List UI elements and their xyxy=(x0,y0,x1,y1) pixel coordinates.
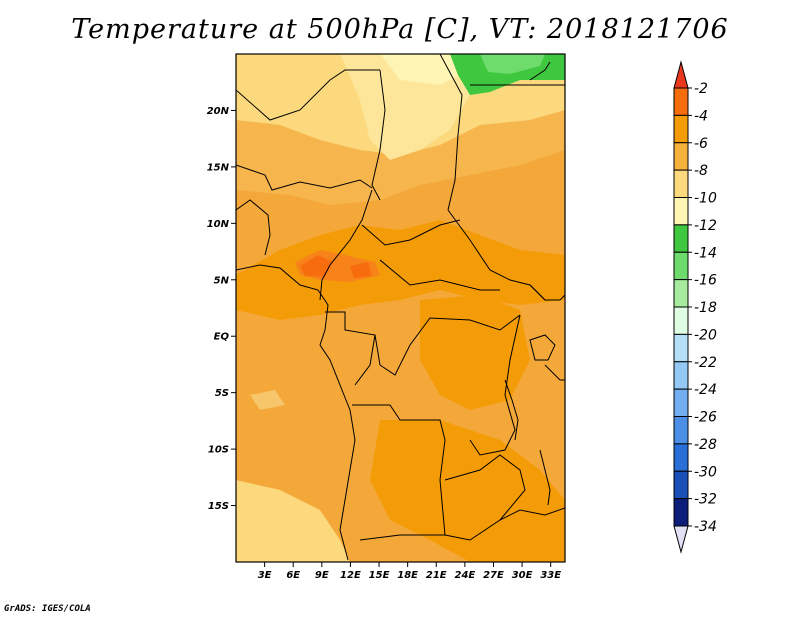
hot-spot-nigeria xyxy=(300,255,333,277)
orange-band-center xyxy=(236,220,565,320)
lat-tick-label: 15S xyxy=(208,501,229,512)
colorbar-legend: -2 -4 -6 -8 -10 -12 -14 -16 -18 -20 -22 -24 -26 -28 -3… xyxy=(673,60,717,554)
latitude-axis: 20N 15N 10N 5N EQ 5S 10S 15S xyxy=(207,106,236,512)
colorbar-label: -28 xyxy=(694,437,717,453)
colorbar-segment xyxy=(673,114,689,144)
border-car-drc xyxy=(379,259,500,291)
colorbar-segment xyxy=(673,416,689,445)
colorbar-segment xyxy=(673,279,689,308)
longitude-axis: 3E 6E 9E 12E 15E 18E 21E 24E 27E 30E 33E xyxy=(258,562,561,581)
lon-tick-label: 15E xyxy=(369,570,390,581)
lake-victoria xyxy=(529,334,556,361)
lon-tick-label: 6E xyxy=(286,570,300,581)
colorbar-segment xyxy=(673,470,689,500)
border-mali-niger xyxy=(236,69,380,121)
colorbar-segment xyxy=(673,169,689,198)
colorbar-label: -26 xyxy=(694,410,717,426)
colorbar-top-triangle xyxy=(673,60,689,89)
lake-malawi xyxy=(539,449,551,506)
colorbar-label: -2 xyxy=(694,81,708,97)
coastline-west xyxy=(236,264,356,561)
border-zambia xyxy=(444,454,526,541)
border-north-nigeria xyxy=(236,164,373,191)
orange-zone-south xyxy=(370,420,565,562)
lon-tick-label: 3E xyxy=(258,570,272,581)
colorbar-segment xyxy=(673,197,689,226)
colorbar-label: -30 xyxy=(694,464,717,480)
colorbar-segment xyxy=(673,333,689,363)
red-sea-coast xyxy=(529,61,551,81)
border-mozambique xyxy=(499,507,565,521)
map-title: Temperature at 500hPa [C], VT: 201812170… xyxy=(71,14,729,45)
lat-tick-label: 20N xyxy=(207,106,230,117)
border-nigeria-cameroon xyxy=(319,189,373,301)
colorbar-segment xyxy=(673,498,689,527)
border-kenya-tanzania xyxy=(544,364,565,381)
border-drc-east xyxy=(469,314,521,456)
colorbar-segment xyxy=(673,306,689,335)
pale-spot-gulf xyxy=(250,390,285,410)
orange-zone-congo xyxy=(420,295,530,410)
colorbar-segment xyxy=(673,251,689,281)
grads-credit: GrADS: IGES/COLA xyxy=(4,604,91,614)
lon-tick-label: 18E xyxy=(397,570,418,581)
colorbar-segment xyxy=(673,361,689,390)
pale-zone-southwest xyxy=(236,480,350,562)
temperature-field xyxy=(236,54,565,562)
colorbar-label: -14 xyxy=(694,245,717,261)
colorbar-label: -18 xyxy=(694,300,717,316)
border-chad-sudan xyxy=(439,54,463,211)
map-frame xyxy=(235,53,566,563)
border-drc-west xyxy=(374,314,521,376)
colorbar-label: -22 xyxy=(694,355,717,371)
border-west-coast xyxy=(236,199,271,256)
border-angola xyxy=(352,404,446,541)
colorbar-label: -10 xyxy=(694,191,717,207)
colorbar-label: -24 xyxy=(694,382,717,398)
lat-tick-label: 10N xyxy=(207,219,230,230)
colorbar-label: -6 xyxy=(694,136,708,152)
hot-spot-cameroon xyxy=(350,262,372,278)
palest-zone-north xyxy=(380,54,460,85)
border-car-chad xyxy=(361,219,461,246)
lon-tick-label: 12E xyxy=(340,570,361,581)
lat-tick-label: 5N xyxy=(214,275,230,286)
colorbar-label: -34 xyxy=(694,519,717,535)
colorbar-label: -12 xyxy=(694,218,717,234)
colorbar-bottom-triangle xyxy=(673,525,689,554)
lon-tick-label: 33E xyxy=(540,570,561,581)
colorbar-label: -16 xyxy=(694,273,717,289)
colorbar-segment xyxy=(673,224,689,253)
colorbar-segment xyxy=(673,388,689,417)
lat-tick-label: 15N xyxy=(207,162,230,173)
lon-tick-label: 9E xyxy=(315,570,329,581)
lon-tick-label: 30E xyxy=(512,570,533,581)
lat-tick-label: EQ xyxy=(214,332,230,343)
lat-tick-label: 10S xyxy=(208,445,229,456)
colorbar-segment xyxy=(673,142,689,171)
light-green-zone xyxy=(480,54,545,74)
colorbar-segment xyxy=(673,443,689,472)
lake-tanganyika xyxy=(504,379,519,441)
colorbar-label: -4 xyxy=(694,108,708,124)
border-gabon-congo xyxy=(325,311,376,386)
colorbar-segment xyxy=(673,87,689,116)
lon-tick-label: 24E xyxy=(454,570,475,581)
country-borders xyxy=(236,54,565,561)
colorbar-label: -8 xyxy=(694,163,708,179)
lon-tick-label: 21E xyxy=(426,570,447,581)
border-east-africa xyxy=(529,284,565,301)
colorbar-label: -32 xyxy=(694,492,717,508)
lat-tick-label: 5S xyxy=(215,388,229,399)
lon-tick-label: 27E xyxy=(483,570,504,581)
colorbar-label: -20 xyxy=(694,327,717,343)
border-niger-chad xyxy=(371,69,386,201)
